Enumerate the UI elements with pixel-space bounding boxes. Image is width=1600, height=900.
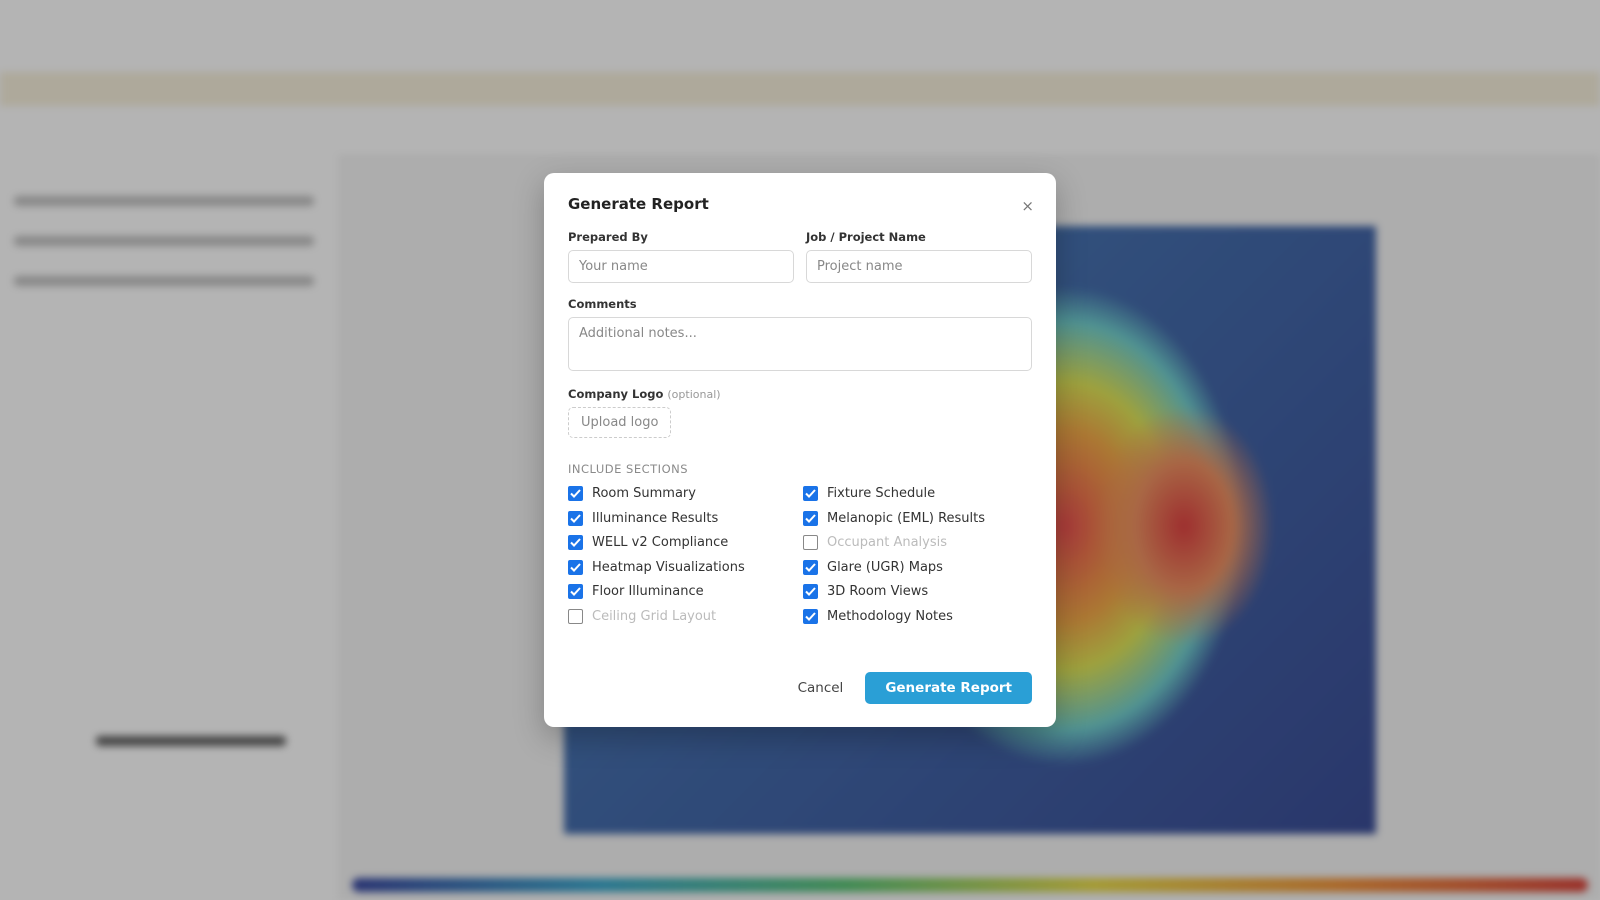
checkbox[interactable] — [803, 608, 818, 624]
comments-group: Comments Additional notes... — [568, 297, 1032, 371]
field-group: Prepared By Your name — [568, 230, 794, 283]
dialog-title: Generate Report — [568, 195, 709, 213]
check-icon — [805, 611, 816, 621]
generate-button[interactable]: Generate Report — [865, 672, 1032, 704]
checkbox-option[interactable]: Fixture Schedule — [803, 486, 1033, 501]
checkbox-label: Melanopic (EML) Results — [827, 510, 986, 526]
checkbox-option[interactable]: Heatmap Visualizations — [568, 559, 803, 575]
checkbox-label: Glare (UGR) Maps — [827, 559, 943, 575]
checkbox-option[interactable]: Occupant Analysis — [803, 535, 1033, 550]
checkbox-option[interactable]: Floor Illuminance — [568, 584, 803, 599]
checkbox[interactable] — [803, 584, 818, 599]
check-icon — [570, 538, 581, 547]
toolbar — [0, 106, 1600, 157]
checkbox[interactable] — [803, 559, 818, 575]
checkbox[interactable] — [568, 510, 583, 526]
fields: Prepared By Your name Job / Project Name Pr… — [568, 230, 1032, 283]
checkbox[interactable] — [803, 486, 818, 501]
check-icon — [805, 489, 816, 498]
check-icon — [805, 513, 816, 523]
field-group: Job / Project Name Project name — [806, 230, 1032, 283]
color-scale — [352, 878, 1588, 892]
checkbox-option[interactable]: Illuminance Results — [568, 510, 803, 526]
checkbox-option[interactable]: Melanopic (EML) Results — [803, 510, 1033, 526]
text-input[interactable]: Project name — [806, 250, 1032, 283]
sidebar — [0, 156, 338, 900]
field-label: Comments — [568, 297, 637, 311]
comments-input[interactable]: Additional notes... — [568, 317, 1032, 371]
field-label: Company Logo (optional) — [568, 387, 1032, 401]
checkbox[interactable] — [568, 608, 583, 624]
check-icon — [805, 562, 816, 572]
label-text: Company Logo — [568, 387, 664, 401]
checkbox-label: Methodology Notes — [827, 608, 953, 624]
checkbox-label: Ceiling Grid Layout — [592, 608, 717, 624]
checkbox[interactable] — [568, 559, 583, 575]
dialog: Generate Report × Prepared By Your name Jo… — [544, 173, 1056, 727]
checkbox-label: Floor Illuminance — [592, 584, 704, 599]
checkbox-option[interactable]: Room Summary — [568, 486, 803, 501]
checkbox[interactable] — [803, 510, 818, 526]
banner — [0, 72, 1600, 106]
upload-button[interactable]: Upload logo — [568, 407, 672, 438]
placeholder — [96, 736, 286, 746]
checkbox-option[interactable]: 3D Room Views — [803, 584, 1033, 599]
checkbox[interactable] — [568, 486, 583, 501]
check-icon — [570, 562, 581, 572]
checkbox-option[interactable]: Methodology Notes — [803, 608, 1033, 624]
placeholder — [14, 196, 314, 206]
checkbox[interactable] — [803, 535, 818, 550]
field-label: Prepared By — [568, 230, 648, 244]
checkbox-label: Heatmap Visualizations — [592, 559, 745, 575]
checkbox-label: Occupant Analysis — [827, 535, 948, 550]
checkbox[interactable] — [568, 584, 583, 599]
placeholder — [14, 236, 314, 246]
actions: Cancel Generate Report — [798, 672, 1032, 704]
checkbox-label: WELL v2 Compliance — [592, 535, 729, 550]
checkbox-label: Fixture Schedule — [827, 486, 936, 501]
field-label: Job / Project Name — [806, 230, 926, 244]
header — [0, 0, 1600, 72]
checkbox-option[interactable]: Glare (UGR) Maps — [803, 559, 1033, 575]
checkbox-label: Illuminance Results — [592, 510, 719, 526]
section-list: Room Summary Fixture Schedule Illuminance … — [568, 486, 1032, 624]
optional-note: (optional) — [667, 388, 721, 401]
check-icon — [570, 513, 581, 523]
text-input[interactable]: Your name — [568, 250, 794, 283]
checkbox-label: 3D Room Views — [827, 584, 929, 599]
check-icon — [570, 587, 581, 596]
checkbox-label: Room Summary — [592, 486, 696, 501]
logo-group: Company Logo (optional) Upload logo — [568, 387, 1032, 462]
close-button[interactable]: × — [1021, 197, 1034, 215]
cancel-button[interactable]: Cancel — [797, 680, 844, 696]
checkbox[interactable] — [568, 535, 583, 550]
check-icon — [570, 489, 581, 498]
checkbox-option[interactable]: WELL v2 Compliance — [568, 535, 803, 550]
placeholder — [14, 276, 314, 286]
check-icon — [805, 587, 816, 596]
section-heading: INCLUDE SECTIONS — [568, 462, 689, 476]
checkbox-option[interactable]: Ceiling Grid Layout — [568, 608, 803, 624]
